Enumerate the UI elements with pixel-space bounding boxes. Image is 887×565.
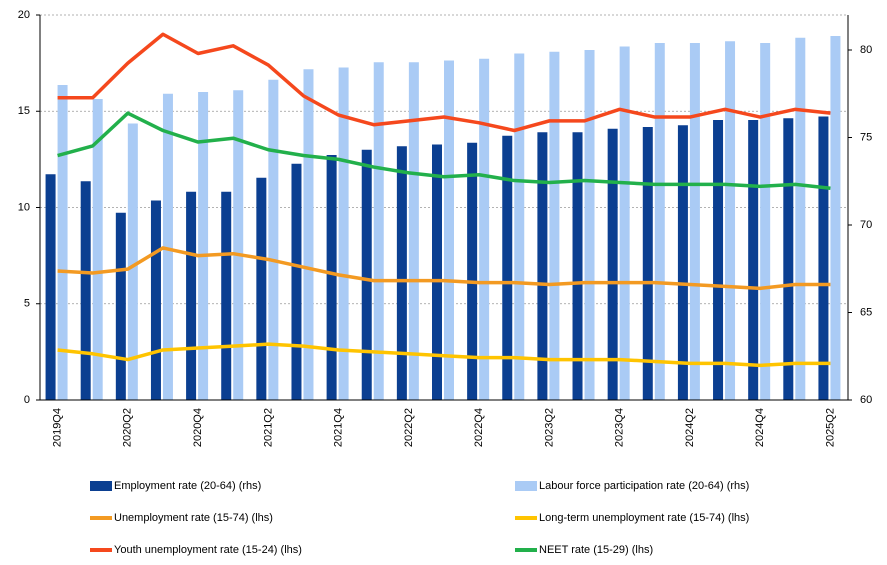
bar — [127, 123, 138, 400]
bar — [502, 135, 513, 400]
legend-label: Long-term unemployment rate (15-74) (lhs… — [539, 512, 749, 524]
x-tick-label: 2021Q4 — [333, 408, 345, 447]
y-tick-label: 20 — [18, 9, 30, 21]
x-tick-label: 2023Q2 — [543, 408, 555, 447]
line-series — [57, 342, 831, 368]
y-tick-label: 0 — [24, 394, 30, 406]
bar — [572, 132, 583, 400]
bar — [45, 174, 56, 400]
legend-label: Employment rate (20-64) (rhs) — [114, 480, 261, 492]
bar — [818, 116, 829, 400]
x-tick-label: 2022Q4 — [473, 408, 485, 447]
bar — [677, 125, 688, 400]
bar — [162, 93, 173, 400]
y2-tick-label: 70 — [860, 219, 872, 231]
x-tick-label: 2020Q4 — [192, 408, 204, 447]
bar — [80, 181, 91, 400]
bar — [748, 120, 759, 400]
y-tick-label: 15 — [18, 105, 30, 117]
bar — [338, 67, 349, 400]
bar — [256, 177, 267, 400]
bar — [689, 43, 700, 400]
y2-tick-label: 80 — [860, 44, 872, 56]
x-tick-label: 2019Q4 — [51, 408, 63, 447]
bar — [291, 163, 302, 400]
y2-tick-label: 75 — [860, 131, 872, 143]
bar — [795, 37, 806, 400]
legend-swatch — [515, 481, 537, 491]
bar — [198, 92, 209, 400]
y-tick-label: 10 — [18, 201, 30, 213]
bar — [607, 128, 618, 400]
bar — [432, 144, 442, 400]
bar — [514, 53, 525, 400]
bar — [268, 79, 279, 400]
bar — [830, 36, 841, 400]
line-series — [57, 32, 831, 133]
bar — [186, 191, 197, 400]
bar — [303, 69, 314, 400]
bar — [725, 41, 736, 400]
x-tick-label: 2025Q2 — [824, 408, 836, 447]
x-tick-label: 2020Q2 — [122, 408, 134, 447]
bar — [408, 62, 419, 400]
x-tick-label: 2022Q2 — [403, 408, 415, 447]
x-tick-label: 2024Q2 — [684, 408, 696, 447]
bar — [654, 43, 665, 400]
y2-tick-label: 60 — [860, 394, 872, 406]
legend-label: Unemployment rate (15-74) (lhs) — [114, 512, 273, 524]
line-series — [57, 111, 831, 190]
legend-label: Labour force participation rate (20-64) … — [539, 480, 749, 492]
legend-label: Youth unemployment rate (15-24) (lhs) — [114, 544, 302, 556]
bar — [396, 146, 407, 400]
bar — [326, 155, 337, 400]
bar — [444, 60, 454, 400]
bar — [361, 149, 372, 400]
x-tick-label: 2021Q2 — [262, 408, 274, 447]
bar — [233, 90, 244, 400]
x-tick-label: 2023Q4 — [614, 408, 626, 447]
line-series — [57, 246, 831, 291]
legend-swatch — [90, 481, 112, 491]
x-tick-label: 2024Q4 — [754, 408, 766, 447]
bar — [92, 99, 103, 400]
bar — [642, 127, 653, 400]
bar — [537, 132, 548, 400]
bar — [549, 51, 560, 400]
bar — [115, 212, 126, 400]
bar — [373, 62, 384, 400]
bar — [760, 43, 771, 400]
bar — [150, 200, 161, 400]
legend-label: NEET rate (15-29) (lhs) — [539, 544, 653, 556]
y-tick-label: 5 — [24, 298, 30, 310]
bar — [467, 142, 478, 400]
bar — [479, 58, 490, 400]
bar — [221, 191, 232, 400]
bar — [57, 85, 68, 400]
bar — [619, 46, 630, 400]
bar — [584, 50, 595, 400]
bar — [783, 118, 794, 400]
bar — [713, 120, 724, 400]
y2-tick-label: 65 — [860, 306, 872, 318]
